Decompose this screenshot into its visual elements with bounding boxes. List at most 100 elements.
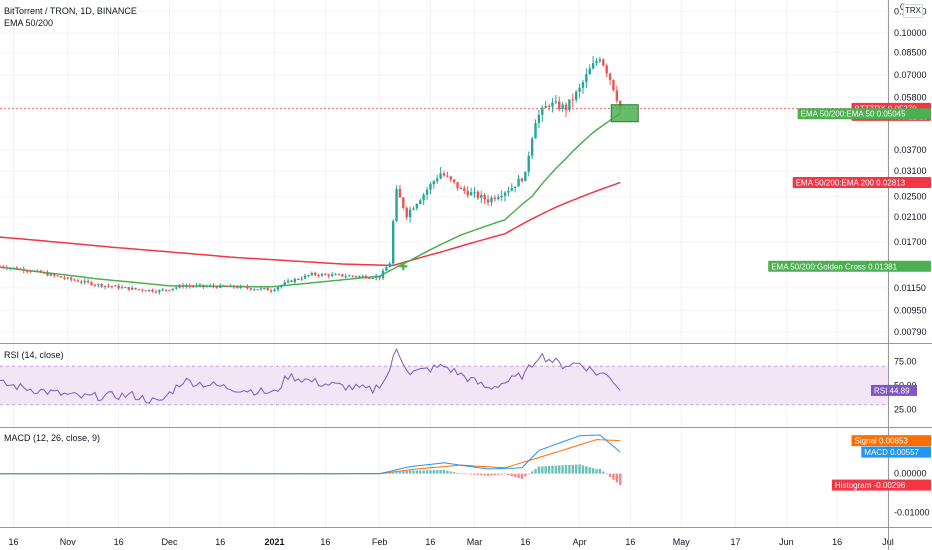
candle-body [175,287,178,289]
candle-body [290,280,293,282]
candle-body [422,194,425,201]
candle-body [486,199,490,203]
candle-body [446,175,449,177]
candle-body [236,287,239,289]
series-tag [792,177,931,189]
candle-body [42,272,46,274]
macd-histogram-bar [500,473,503,475]
x-tick-label: May [673,537,691,547]
candle-body [229,285,232,287]
macd-panel[interactable] [0,434,622,486]
macd-histogram-bar [595,469,598,474]
macd-histogram-bar [432,470,436,474]
candle-body [303,275,307,279]
macd-histogram-bar [530,471,534,474]
candle-body [459,188,463,190]
x-tick-label: Jun [779,537,794,547]
candle-body [76,280,80,282]
candle-body [561,104,564,109]
macd-histogram-bar [398,471,402,474]
candle-body [381,270,385,279]
candle-body [361,275,364,277]
candle-body [544,105,547,108]
macd-histogram-bar [574,464,578,474]
candle-body [90,282,93,285]
rsi-tag-text: RSI 44.89 [874,386,910,395]
series-tag-text: EMA 50/200:Golden Cross 0.01381 [771,262,897,271]
macd-histogram-bar [463,473,466,475]
candle-body [124,287,127,289]
price-tick-label: 0.08500 [894,47,927,57]
macd-histogram-bar [486,473,490,476]
candle-body [541,107,544,115]
price-tick-label: 0.05800 [894,92,927,102]
candle-body [568,99,571,110]
candle-body [388,263,391,268]
series-tag [797,108,931,120]
candle-body [22,268,25,271]
macd-histogram-bar [442,469,446,474]
candle-body [59,276,63,278]
price-tick-label: 0.00790 [894,327,927,337]
macd-histogram-bar [480,473,483,476]
price-panel[interactable] [0,55,888,295]
candle-body [259,288,263,290]
candle-body [595,61,598,64]
macd-histogram-bar [568,464,571,474]
candle-body [63,277,66,279]
currency-button[interactable]: TRX [903,4,923,18]
candle-body [147,289,151,291]
candle-body [588,68,591,75]
candle-body [466,190,469,196]
candle-body [320,274,324,276]
macd-histogram-bar [527,473,530,475]
macd-histogram-bar [558,465,561,474]
x-tick-label: 16 [9,537,19,547]
candle-body [354,276,358,278]
macd-histogram-bar [510,473,513,477]
macd-histogram-bar [564,465,568,474]
price-tick-label: 0.03100 [894,166,927,176]
macd-histogram-bar [473,473,476,475]
candle-body [608,73,612,80]
candle-body [103,285,107,287]
macd-legend: MACD (12, 26, close, 9) [4,432,100,444]
candle-body [605,65,608,74]
candle-body [141,289,144,291]
candle-body [412,208,415,210]
x-tick-label: 16 [520,537,530,547]
candle-body [137,289,141,291]
candle-body [208,285,212,287]
candle-body [273,289,276,292]
macd-histogram-bar [422,470,425,474]
candle-body [73,279,76,281]
candle-body [39,270,42,273]
price-legend: BitTorrent / TRON, 1D, BINANCE EMA 50/20… [4,5,137,29]
rsi-panel[interactable] [0,347,621,404]
candle-body [225,286,229,288]
price-tick-label: 0.01700 [894,237,927,247]
macd-histogram-bar [452,472,456,474]
candle-body [185,285,188,287]
candle-body [574,91,578,100]
candle-body [310,272,314,276]
macd-histogram-bar [615,473,619,483]
candle-body [615,90,619,101]
x-tick-label: 17 [730,537,740,547]
candle-body [36,270,39,272]
symbol-title: BitTorrent / TRON, 1D, BINANCE [4,6,137,16]
candle-body [439,173,442,179]
candle-body [507,190,510,193]
candle-body [205,286,208,288]
candle-body [334,274,337,276]
candle-body [144,290,147,292]
candle-body [456,182,459,189]
x-tick-label: Nov [60,537,77,547]
candle-body [117,285,120,289]
candle-body [127,287,130,290]
price-tick-label: 0.01150 [894,283,926,293]
macd-series-tag [831,479,931,491]
x-tick-label: 16 [832,537,842,547]
